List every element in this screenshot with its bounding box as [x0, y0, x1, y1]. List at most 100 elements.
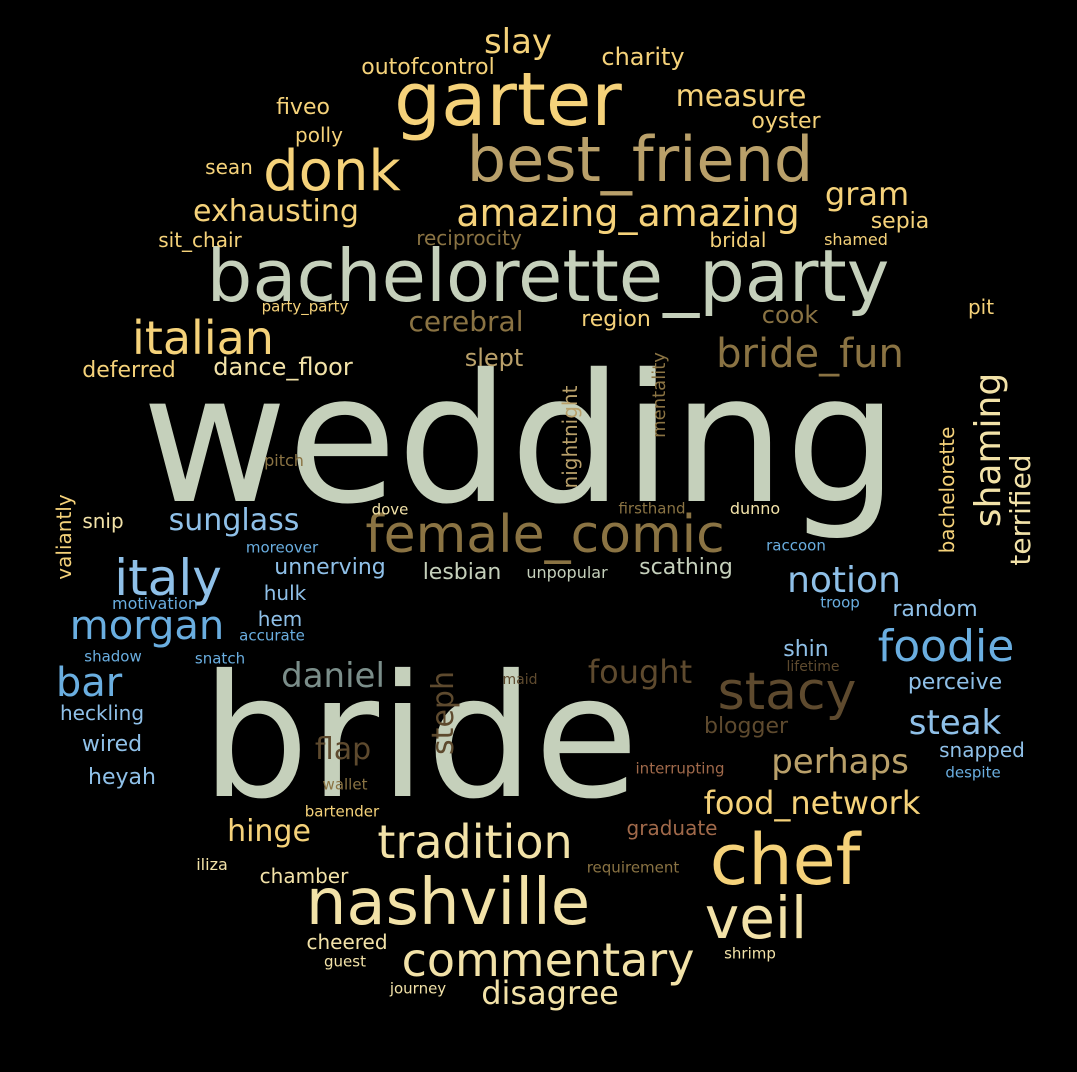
word-female-comic: female_comic [365, 505, 725, 565]
word-sunglass: sunglass [168, 503, 300, 538]
word-polly: polly [295, 123, 343, 147]
word-scathing: scathing [639, 555, 733, 580]
word-gram: gram [824, 175, 910, 213]
word-snapped: snapped [939, 738, 1025, 762]
word-nashville: nashville [305, 866, 591, 940]
word-heyah: heyah [88, 765, 156, 790]
word-fought: fought [587, 653, 693, 691]
word-shrimp: shrimp [724, 944, 776, 963]
word-dove: dove [371, 500, 409, 519]
word-pitch: pitch [264, 451, 304, 470]
word-requirement: requirement [586, 858, 680, 877]
word-amazing-amazing: amazing_amazing [456, 191, 800, 235]
word-slept: slept [464, 344, 524, 372]
word-iliza: iliza [196, 855, 228, 874]
word-party-party: party_party [261, 297, 349, 316]
word-pit: pit [967, 295, 995, 319]
word-despite: despite [945, 763, 1001, 782]
word-italian: italian [132, 311, 274, 365]
word-troop: troop [820, 593, 860, 612]
word-moreover: moreover [245, 538, 319, 557]
word-steak: steak [908, 703, 1002, 743]
word-motivation: motivation [111, 594, 199, 613]
word-mentality: mentality [649, 352, 670, 438]
word-snip: snip [82, 509, 124, 533]
word-bridal: bridal [709, 228, 767, 252]
word-terrified: terrified [1004, 454, 1037, 566]
word-interrupting: interrupting [635, 759, 725, 778]
word-hinge: hinge [227, 814, 311, 849]
word-random: random [892, 597, 978, 622]
word-reciprocity: reciprocity [416, 226, 522, 250]
word-best-friend: best_friend [466, 123, 814, 196]
word-accurate: accurate [239, 626, 305, 645]
word-sepia: sepia [870, 209, 930, 234]
word-shadow: shadow [84, 647, 142, 666]
word-fiveo: fiveo [276, 95, 330, 120]
word-commentary: commentary [401, 933, 695, 987]
word-valiantly: valiantly [52, 494, 76, 580]
word-veil: veil [704, 884, 808, 952]
word-unpopular: unpopular [526, 563, 608, 582]
word-cheered: cheered [306, 930, 388, 954]
word-garter: garter [394, 57, 622, 143]
word-cook: cook [761, 301, 819, 329]
word-guest: guest [324, 952, 366, 971]
word-deferred: deferred [82, 358, 176, 383]
word-italy: italy [114, 549, 222, 607]
word-wallet: wallet [322, 775, 368, 794]
word-bachelorette-party: bachelorette_party [206, 234, 890, 318]
word-perceive: perceive [907, 670, 1003, 695]
word-tradition: tradition [377, 815, 573, 869]
word-chamber: chamber [259, 864, 349, 888]
word-shin: shin [783, 637, 829, 662]
word-slay: slay [483, 22, 553, 62]
word-bachelorette: bachelorette [935, 426, 959, 554]
word-firsthand: firsthand [618, 499, 686, 518]
word-shaming: shaming [968, 372, 1009, 528]
word-lesbian: lesbian [422, 560, 502, 585]
word-outofcontrol: outofcontrol [361, 55, 495, 80]
word-daniel: daniel [281, 656, 385, 696]
word-heckling: heckling [59, 701, 145, 725]
word-nightnight: nightnight [558, 385, 582, 489]
word-disagree: disagree [481, 974, 619, 1012]
word-food-network: food_network [703, 784, 921, 822]
word-morgan: morgan [69, 603, 225, 649]
word-raccoon: raccoon [766, 536, 826, 555]
word-sit-chair: sit_chair [158, 228, 242, 252]
word-notion: notion [787, 560, 901, 601]
word-foodie: foodie [877, 621, 1015, 672]
word-steph: steph [426, 671, 461, 755]
word-chef: chef [709, 819, 861, 901]
word-perhaps: perhaps [771, 742, 909, 782]
word-measure: measure [675, 79, 807, 114]
word-bar: bar [55, 660, 123, 706]
word-bartender: bartender [304, 802, 380, 821]
word-journey: journey [389, 979, 447, 998]
word-graduate: graduate [626, 816, 718, 840]
word-wired: wired [81, 732, 143, 757]
word-stacy: stacy [717, 662, 857, 722]
word-flap: flap [314, 732, 372, 767]
word-lifetime: lifetime [786, 659, 840, 675]
word-cerebral: cerebral [408, 305, 524, 338]
word-blogger: blogger [703, 714, 789, 739]
word-unnerving: unnerving [274, 555, 386, 580]
word-dance-floor: dance_floor [213, 353, 353, 381]
word-maid: maid [502, 672, 538, 688]
word-charity: charity [601, 43, 685, 71]
word-hulk: hulk [263, 581, 307, 605]
word-sean: sean [205, 155, 253, 179]
word-region: region [581, 307, 651, 332]
word-oyster: oyster [751, 109, 821, 134]
word-bride: bride [201, 639, 639, 837]
word-donk: donk [263, 139, 401, 204]
word-hem: hem [257, 607, 303, 631]
word-exhausting: exhausting [193, 194, 359, 229]
word-shamed: shamed [824, 230, 888, 249]
word-snatch: snatch [194, 649, 246, 668]
word-wedding: wedding [141, 336, 899, 543]
word-bride-fun: bride_fun [716, 331, 904, 377]
